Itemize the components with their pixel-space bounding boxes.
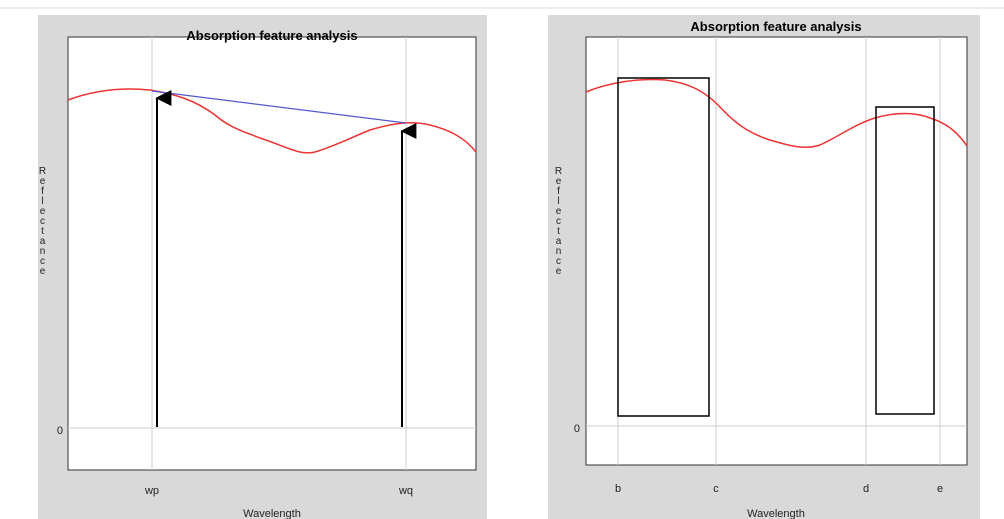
x-tick-label: wp	[144, 485, 159, 497]
continuum-line	[151, 90, 407, 124]
y-axis-label: Reflectance	[553, 166, 564, 276]
panel-right: Absorption feature analysis 0 b c d e Wa…	[548, 15, 980, 519]
panel-left: Absorption feature analysis 0 wp wq Wave…	[38, 15, 487, 519]
spectrum-curve	[585, 78, 968, 148]
y-axis-label: Reflectance	[37, 166, 48, 276]
window-box	[617, 77, 710, 417]
window-box	[875, 106, 935, 415]
x-axis-label: Wavelength	[243, 508, 301, 519]
plot-area	[585, 36, 968, 466]
x-tick-label: wq	[398, 485, 413, 497]
y-tick-label: 0	[57, 425, 63, 437]
spectrum-curve	[67, 88, 477, 154]
x-tick-label: d	[863, 483, 869, 495]
plot-area	[67, 36, 477, 471]
x-tick-label: b	[615, 483, 621, 495]
y-tick-label: 0	[574, 423, 580, 435]
x-tick-label: e	[937, 483, 943, 495]
panel-title: Absorption feature analysis	[690, 19, 861, 34]
panel-title: Absorption feature analysis	[186, 28, 357, 43]
x-tick-label: c	[713, 483, 719, 495]
x-axis-label: Wavelength	[747, 508, 805, 519]
